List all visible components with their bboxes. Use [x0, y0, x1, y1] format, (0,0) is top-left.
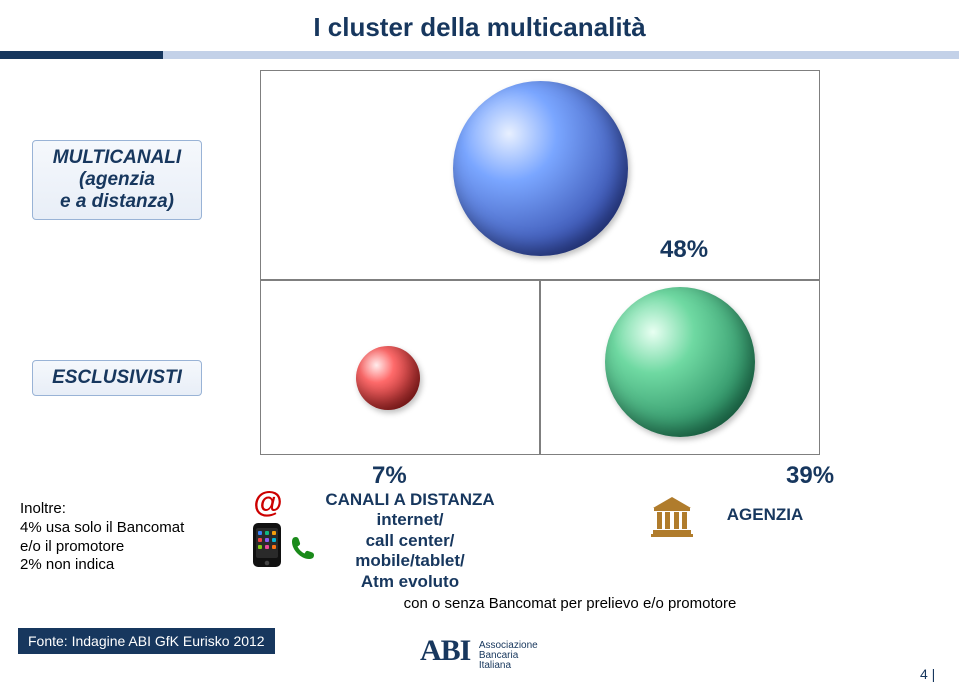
value-agenzia: 39%: [786, 462, 834, 490]
label-canali-distanza: CANALI A DISTANZA internet/ call center/…: [300, 490, 520, 592]
canali-l3: call center/: [300, 531, 520, 551]
bank-building-icon: [650, 494, 694, 538]
label-multicanali-l1: MULTICANALI: [41, 147, 193, 169]
smartphone-icon: [252, 522, 282, 568]
note-l1: Inoltre:: [20, 500, 184, 519]
value-canali-distanza: 7%: [372, 462, 407, 490]
label-agenzia: AGENZIA: [700, 505, 830, 525]
label-esclusivisti-text: ESCLUSIVISTI: [41, 367, 193, 389]
page-title: I cluster della multicanalità: [0, 0, 959, 43]
underline-dark: [0, 51, 163, 59]
page-number: 4 |: [920, 666, 935, 682]
label-multicanali: MULTICANALI (agenzia e a distanza): [32, 140, 202, 220]
abi-logo: ABI Associazione Bancaria Italiana: [420, 636, 538, 671]
page-number-pipe: |: [928, 666, 936, 682]
at-sign-icon: @: [252, 488, 284, 520]
page-number-value: 4: [920, 666, 928, 682]
value-multicanali: 48%: [660, 236, 708, 264]
canali-l2: internet/: [300, 510, 520, 530]
underline-light: [163, 51, 959, 59]
canali-l1: CANALI A DISTANZA: [300, 490, 520, 510]
canali-l5: Atm evoluto: [300, 572, 520, 592]
title-text: I cluster della multicanalità: [313, 12, 645, 42]
caption-bancomat: con o senza Bancomat per prelievo e/o pr…: [300, 595, 840, 612]
label-multicanali-l2: (agenzia: [41, 169, 193, 191]
source-box: Fonte: Indagine ABI GfK Eurisko 2012: [18, 628, 275, 654]
note-l3: e/o il promotore: [20, 538, 184, 557]
title-underline: [0, 51, 959, 59]
label-esclusivisti: ESCLUSIVISTI: [32, 360, 202, 396]
bubble-multicanali: [453, 81, 628, 256]
label-multicanali-l3: e a distanza): [41, 191, 193, 213]
canali-l4: mobile/tablet/: [300, 551, 520, 571]
logo-sub3: Italiana: [479, 661, 538, 671]
svg-text:@: @: [253, 488, 282, 519]
bubble-agenzia: [605, 287, 755, 437]
logo-abi-text: ABI: [420, 634, 470, 667]
bubble-canali-distanza: [356, 346, 420, 410]
slide-root: I cluster della multicanalità MULTICANAL…: [0, 0, 959, 693]
note-l4: 2% non indica: [20, 556, 184, 575]
footnote-inoltre: Inoltre: 4% usa solo il Bancomat e/o il …: [20, 500, 184, 575]
note-l2: 4% usa solo il Bancomat: [20, 519, 184, 538]
